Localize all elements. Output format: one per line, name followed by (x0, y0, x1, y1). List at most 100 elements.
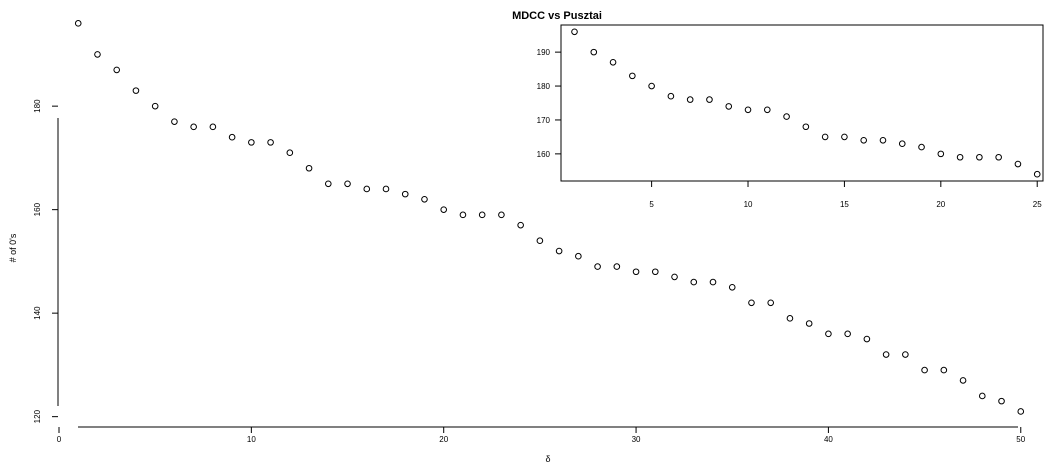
data-point (286, 149, 294, 157)
data-point (363, 185, 371, 193)
inset-data-point (956, 153, 964, 161)
main-y-tick-label: 120 (33, 409, 42, 423)
data-point (978, 392, 986, 400)
chart-title: MDCC vs Pusztai (512, 10, 602, 22)
inset-data-point (879, 137, 887, 144)
inset-data-point (629, 72, 636, 80)
data-point (555, 247, 563, 255)
inset-x-tick-label: 20 (936, 200, 945, 209)
data-point (1017, 408, 1025, 415)
data-point (959, 377, 967, 384)
data-point (421, 196, 428, 203)
data-point (671, 273, 678, 281)
data-point (382, 185, 390, 193)
inset-data-point (976, 153, 983, 161)
inset-data-point (667, 92, 675, 100)
inset-y-tick-label: 190 (537, 48, 551, 57)
inset-data-point (860, 137, 867, 144)
y-axis-label: # of 0's (8, 233, 18, 262)
main-x-tick-label: 10 (247, 435, 256, 444)
inset-data-point (744, 106, 752, 114)
inset-plot: 5 10 15 20 25 160 170 180 190 (537, 24, 1044, 209)
data-point (613, 263, 621, 270)
data-point (805, 320, 813, 327)
main-x-tick-label: 50 (1016, 435, 1025, 444)
inset-data-point (648, 82, 655, 90)
data-point (921, 366, 928, 374)
data-point (267, 139, 274, 146)
inset-data-point (783, 113, 790, 120)
data-point (190, 123, 197, 131)
inset-data-point (686, 96, 694, 103)
data-point (132, 87, 140, 94)
data-point (594, 263, 601, 270)
data-point (459, 211, 467, 219)
inset-data-point (725, 103, 733, 110)
data-point (517, 221, 524, 229)
inset-y-tick-label: 160 (537, 150, 551, 159)
data-point (632, 268, 640, 276)
inset-x-tick-label: 15 (840, 200, 849, 209)
data-point (651, 268, 659, 276)
inset-x-ticks: 5 10 15 20 25 (649, 181, 1042, 209)
inset-frame (560, 24, 1044, 182)
data-point (94, 51, 101, 58)
inset-x-tick-label: 25 (1033, 200, 1042, 209)
data-point (440, 206, 448, 213)
data-point (825, 330, 832, 338)
inset-y-tick-label: 170 (537, 116, 551, 125)
inset-data-point (609, 59, 617, 66)
inset-data-point (995, 153, 1002, 161)
inset-data-point (571, 28, 578, 36)
data-point (728, 283, 736, 291)
inset-data-point (763, 106, 771, 114)
main-points (74, 20, 1025, 415)
main-y-tick-label: 180 (33, 99, 42, 113)
data-point (305, 164, 313, 172)
data-point (844, 330, 851, 338)
inset-data-point (706, 96, 713, 103)
data-point (902, 351, 909, 358)
inset-points (571, 28, 1041, 178)
inset-data-point (802, 123, 810, 131)
data-point (882, 351, 890, 358)
data-point (151, 102, 159, 110)
data-point (228, 133, 236, 141)
inset-x-tick-label: 5 (649, 200, 654, 209)
data-point (748, 299, 755, 307)
inset-data-point (918, 143, 925, 151)
inset-data-point (898, 140, 906, 147)
main-x-tick-label: 0 (57, 435, 62, 444)
main-x-ticks: 0 10 20 30 40 50 (57, 427, 1026, 444)
data-point (498, 211, 505, 219)
data-point (998, 397, 1005, 405)
data-point (344, 180, 351, 188)
main-y-tick-label: 160 (33, 202, 42, 216)
inset-y-ticks: 160 170 180 190 (537, 48, 561, 159)
data-point (209, 123, 217, 131)
data-point (575, 252, 582, 260)
data-point (767, 299, 775, 307)
data-point (401, 190, 409, 198)
inset-y-tick-label: 180 (537, 82, 551, 91)
main-plot: 0 10 20 30 40 50 120 140 160 180 δ # of 0's (8, 20, 1026, 464)
data-point (863, 335, 871, 343)
inset-data-point (841, 133, 848, 141)
data-point (74, 20, 82, 27)
x-axis-label: δ (545, 454, 550, 464)
inset-data-point (821, 133, 829, 141)
data-point (248, 139, 255, 146)
inset-data-point (1033, 170, 1041, 178)
inset-data-point (590, 48, 598, 56)
data-point (709, 278, 717, 286)
data-point (940, 366, 948, 374)
data-point (324, 180, 332, 188)
main-y-tick-label: 140 (33, 306, 42, 320)
main-y-ticks: 120 140 160 180 (33, 99, 58, 423)
data-point (536, 237, 544, 244)
data-point (113, 66, 121, 74)
inset-data-point (1014, 160, 1022, 168)
data-point (786, 315, 794, 322)
inset-x-tick-label: 10 (744, 200, 753, 209)
